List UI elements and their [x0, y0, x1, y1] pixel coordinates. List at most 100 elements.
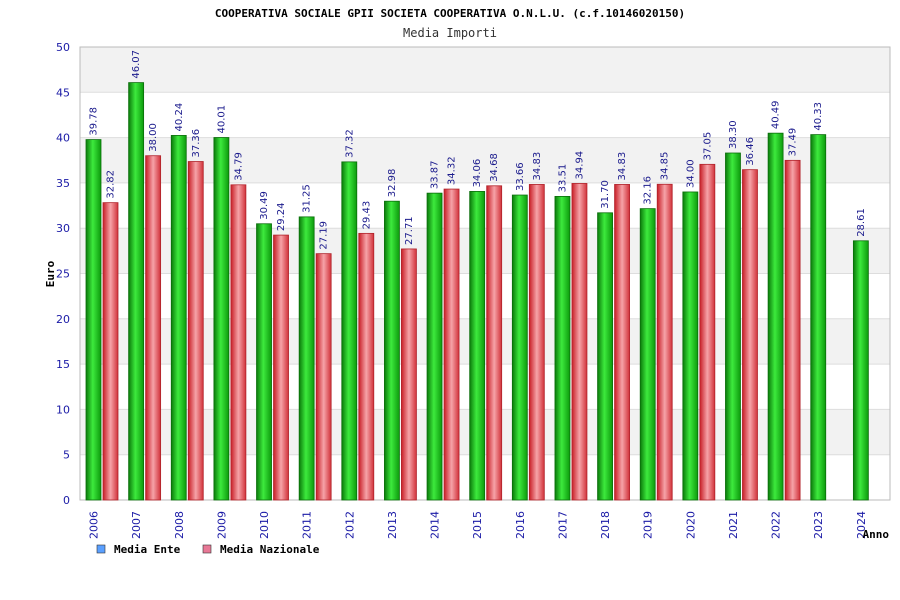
bar-nazionale-2014 — [443, 188, 460, 501]
x-axis-ticks: 2006 2007 2008 2009 2010 2011 2012 2013 2014 2015… — [88, 511, 868, 539]
data-label-ente-2009: 40.01 — [216, 105, 227, 134]
data-label-nazionale-2022: 37.49 — [788, 128, 799, 157]
bar-ente-2020 — [682, 191, 699, 501]
bar-ente-2016 — [511, 194, 528, 501]
legend-swatch-nazionale — [202, 544, 212, 554]
bar-ente-2009 — [213, 137, 230, 501]
bar-ente-2011 — [298, 216, 315, 501]
bar-ente-2021 — [725, 152, 741, 501]
data-label-ente-2024: 28.61 — [856, 208, 867, 237]
y-tick-label: 45 — [56, 86, 70, 99]
x-tick-label: 2024 — [855, 511, 868, 539]
bar-nazionale-2010 — [273, 234, 289, 501]
x-tick-label: 2021 — [727, 511, 740, 539]
legend-swatch-ente — [96, 544, 106, 554]
legend: Media Ente Media Nazionale — [96, 543, 320, 556]
bar-ente-2018 — [597, 212, 613, 501]
bar-nazionale-2008 — [187, 161, 204, 501]
bar-ente-2006 — [85, 139, 102, 501]
grid-band — [80, 47, 890, 93]
bar-ente-2024 — [852, 240, 869, 501]
bar-nazionale-2019 — [656, 183, 673, 501]
y-tick-label: 35 — [56, 177, 70, 190]
y-tick-label: 30 — [56, 222, 70, 235]
data-label-ente-2008: 40.24 — [174, 103, 185, 132]
data-label-nazionale-2018: 34.83 — [617, 152, 628, 181]
data-label-ente-2011: 31.25 — [302, 184, 313, 213]
y-tick-label: 5 — [63, 449, 70, 462]
x-tick-label: 2011 — [301, 511, 314, 539]
bar-nazionale-2012 — [358, 232, 375, 501]
x-tick-label: 2019 — [642, 511, 655, 539]
data-label-nazionale-2017: 34.94 — [574, 151, 585, 180]
data-label-ente-2006: 39.78 — [89, 107, 100, 136]
bar-nazionale-2016 — [528, 184, 545, 501]
data-label-nazionale-2016: 34.83 — [532, 152, 543, 181]
bar-nazionale-2020 — [699, 163, 716, 501]
bar-ente-2013 — [384, 200, 400, 501]
data-label-ente-2020: 34.00 — [685, 159, 696, 188]
bar-ente-2017 — [554, 195, 571, 501]
data-label-nazionale-2011: 27.19 — [319, 221, 330, 250]
y-tick-label: 50 — [56, 41, 70, 54]
bar-nazionale-2021 — [742, 169, 758, 501]
bar-nazionale-2007 — [145, 155, 162, 501]
data-label-ente-2022: 40.49 — [771, 101, 782, 130]
y-tick-label: 20 — [56, 313, 70, 326]
y-tick-label: 25 — [56, 268, 70, 281]
x-tick-label: 2013 — [386, 511, 399, 539]
bar-ente-2023 — [810, 134, 827, 501]
x-tick-label: 2009 — [215, 511, 228, 539]
x-tick-label: 2012 — [343, 511, 356, 539]
data-labels: 39.78 32.82 46.07 38.00 40.24 37.36 40.01 34.79… — [89, 50, 867, 250]
bar-nazionale-2015 — [486, 185, 503, 501]
data-label-ente-2018: 31.70 — [600, 180, 611, 209]
x-tick-label: 2018 — [599, 511, 612, 539]
x-tick-label: 2007 — [130, 511, 143, 539]
x-tick-label: 2017 — [556, 511, 569, 539]
y-tick-label: 0 — [63, 494, 70, 507]
y-axis-title: Euro — [44, 260, 57, 287]
data-label-nazionale-2019: 34.85 — [660, 152, 671, 181]
data-label-nazionale-2009: 34.79 — [233, 152, 244, 181]
bar-ente-2008 — [170, 135, 187, 501]
data-label-nazionale-2008: 37.36 — [191, 129, 202, 158]
bar-nazionale-2013 — [401, 248, 417, 501]
bar-nazionale-2009 — [230, 184, 247, 501]
bar-ente-2007 — [128, 82, 145, 501]
data-label-ente-2012: 37.32 — [344, 129, 355, 158]
y-tick-label: 15 — [56, 358, 70, 371]
data-label-ente-2013: 32.98 — [387, 169, 398, 198]
data-label-ente-2017: 33.51 — [557, 164, 568, 193]
bar-nazionale-2017 — [571, 183, 588, 501]
x-tick-label: 2006 — [88, 511, 101, 539]
bar-nazionale-2006 — [102, 202, 119, 501]
x-axis-title: Anno — [863, 528, 890, 541]
y-tick-label: 10 — [56, 403, 70, 416]
data-label-ente-2007: 46.07 — [131, 50, 142, 79]
data-label-nazionale-2015: 34.68 — [489, 153, 500, 182]
data-label-nazionale-2010: 29.24 — [276, 202, 287, 231]
bar-nazionale-2011 — [315, 253, 332, 501]
data-label-nazionale-2014: 34.32 — [447, 156, 458, 185]
bar-nazionale-2018 — [614, 184, 630, 501]
grid-band — [80, 92, 890, 138]
x-tick-label: 2008 — [173, 511, 186, 539]
bars — [85, 82, 869, 501]
bar-ente-2012 — [341, 161, 358, 501]
x-tick-label: 2015 — [471, 511, 484, 539]
y-axis-ticks: 0 5 10 15 20 25 30 35 40 45 50 — [56, 41, 70, 507]
bar-ente-2019 — [639, 208, 656, 501]
x-tick-label: 2020 — [684, 511, 697, 539]
x-tick-label: 2023 — [812, 511, 825, 539]
chart-subtitle: Media Importi — [403, 26, 497, 40]
data-label-nazionale-2013: 27.71 — [404, 216, 415, 245]
y-tick-label: 40 — [56, 132, 70, 145]
bar-ente-2010 — [256, 223, 272, 501]
data-label-ente-2010: 30.49 — [259, 191, 270, 220]
legend-label-ente: Media Ente — [114, 543, 181, 556]
x-tick-label: 2010 — [258, 511, 271, 539]
data-label-nazionale-2020: 37.05 — [702, 132, 713, 161]
bar-ente-2015 — [469, 191, 486, 501]
